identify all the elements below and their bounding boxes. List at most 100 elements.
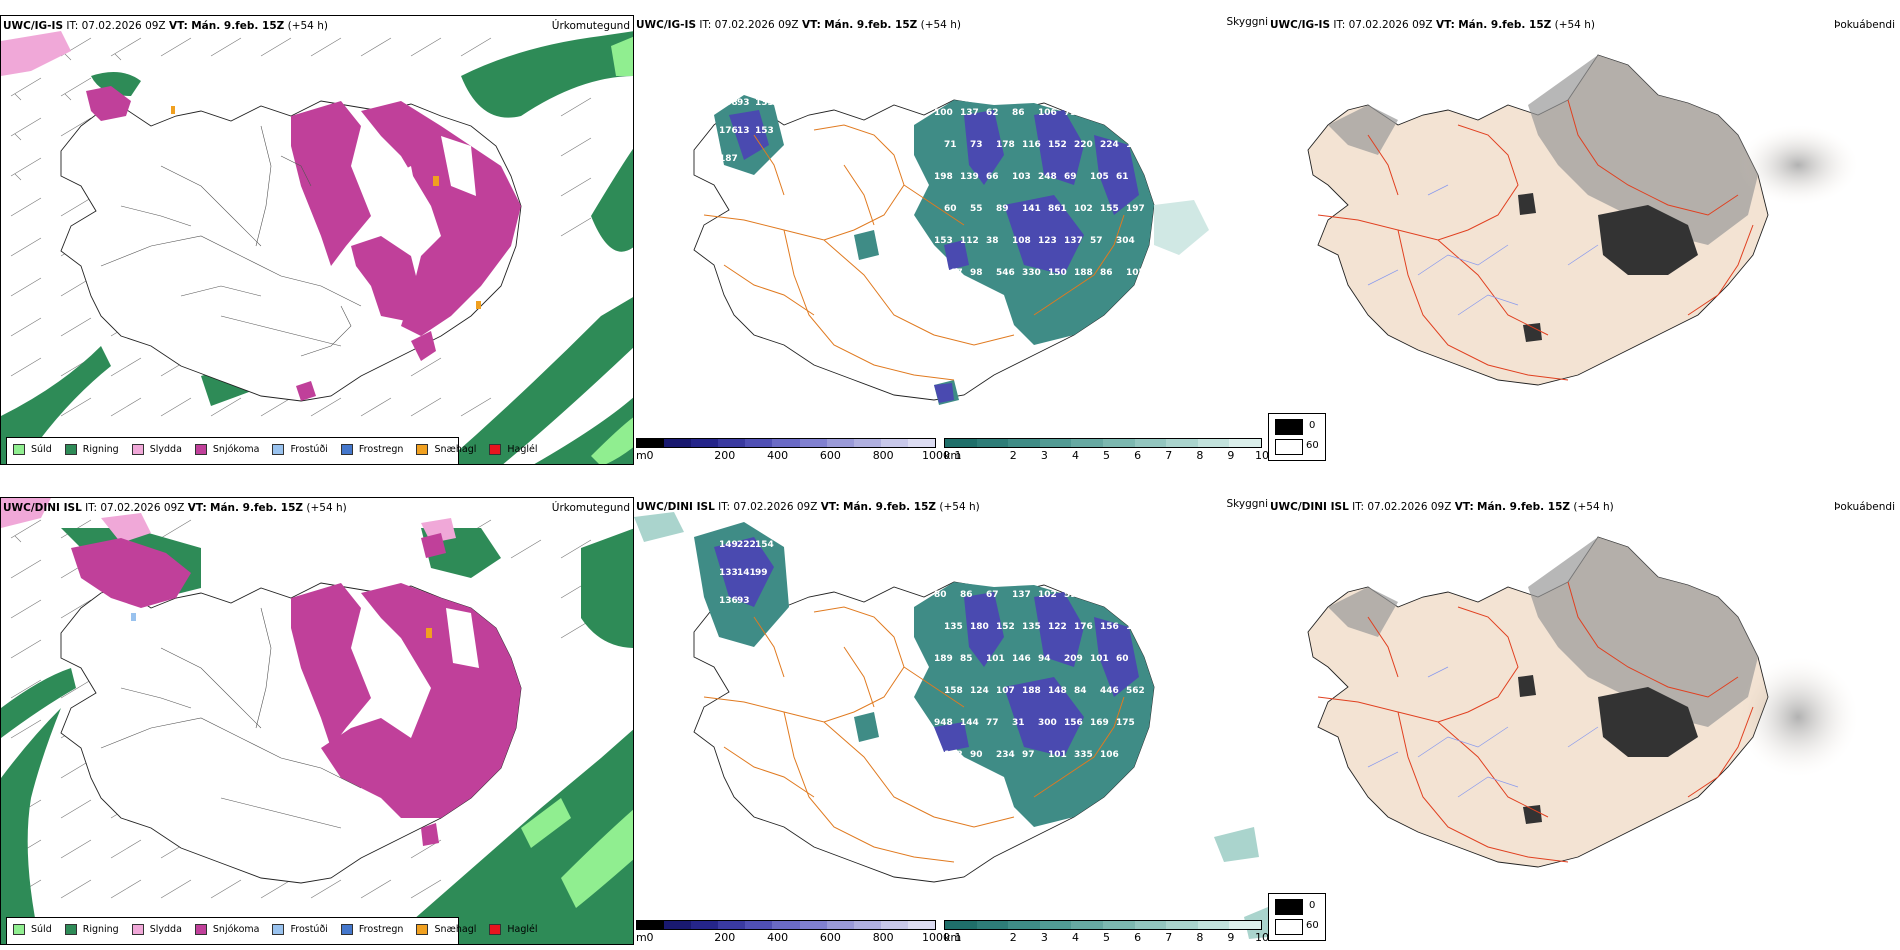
colorbar-swatch bbox=[1071, 439, 1103, 447]
colorbar-tick: 1000 bbox=[922, 449, 950, 462]
colorbar-tick: 10 bbox=[1255, 931, 1268, 944]
cloud-base-value: 69 bbox=[1064, 172, 1077, 182]
fog-tick-0: 0 bbox=[1309, 900, 1316, 911]
cloud-base-value: 407 bbox=[944, 268, 963, 278]
colorbar-tick: 600 bbox=[819, 449, 841, 462]
cloud-base-value: 86 bbox=[1100, 268, 1113, 278]
cloud-base-value: 546 bbox=[996, 268, 1015, 278]
colorbar-swatch bbox=[799, 921, 827, 929]
cloud-base-value: 153 bbox=[934, 236, 953, 246]
cloud-base-value: 156 bbox=[1100, 622, 1119, 632]
colorbar-tick: 4 bbox=[1071, 449, 1079, 462]
cloud-base-value: 101 bbox=[986, 654, 1005, 664]
colorbar-tick: 5 bbox=[1103, 449, 1111, 462]
colorbar-tick: 2 bbox=[1009, 449, 1017, 462]
visibility-ticks: km 1 2 3 4 5 6 7 8 9 10 bbox=[944, 931, 1268, 945]
colorbar-tick: 4 bbox=[1071, 931, 1079, 944]
cloud-base-value: 155 bbox=[1100, 204, 1119, 214]
cloud-base-value: 103 bbox=[1012, 172, 1031, 182]
colorbar-tick: 3 bbox=[1040, 449, 1048, 462]
cloud-base-value: 234 bbox=[996, 750, 1015, 760]
colorbar-swatch bbox=[1229, 439, 1261, 447]
colorbar-swatch bbox=[1102, 439, 1135, 447]
cloud-base-value: 150 bbox=[1126, 622, 1145, 632]
precip-type-label: Úrkomutegund bbox=[551, 20, 630, 32]
legend-drizzle: Súld bbox=[13, 924, 52, 935]
colorbar-swatch bbox=[976, 921, 1009, 929]
cloud-base-value: 55 bbox=[970, 204, 983, 214]
cloud-base-value: 176 bbox=[719, 126, 738, 136]
roads bbox=[703, 606, 1125, 863]
visibility-strip bbox=[944, 438, 1262, 448]
fog-panel-bottom: UWC/DINI ISL IT: 07.02.2026 09Z VT: Mán.… bbox=[1268, 497, 1900, 947]
cloud-base-value: 93 bbox=[737, 596, 750, 606]
colorbar-swatch bbox=[799, 439, 827, 447]
cloud-base-value: 196 bbox=[1126, 140, 1145, 150]
snowfall-areas bbox=[86, 86, 521, 401]
fog-swatch-black bbox=[1275, 899, 1303, 915]
cloud-base-value: 224 bbox=[1100, 140, 1119, 150]
offshore-haze bbox=[634, 512, 1268, 939]
panel-title: UWC/DINI ISL IT: 07.02.2026 09Z VT: Mán.… bbox=[3, 502, 347, 514]
cloud-base-value: 335 bbox=[1074, 750, 1093, 760]
cloud-base-value: 152 bbox=[1048, 140, 1067, 150]
cloud-base-value: 135 bbox=[1022, 622, 1041, 632]
cloud-base-value: 102 bbox=[944, 750, 963, 760]
precip-legend-items: Súld Rigning Slydda Snjókoma Frostúði Fr… bbox=[13, 924, 551, 935]
cloud-base-value: 222 bbox=[737, 540, 756, 550]
colorbar-tick: 9 bbox=[1227, 931, 1235, 944]
cloud-base-value: 135 bbox=[944, 622, 963, 632]
cloud-base-value: 108 bbox=[1012, 236, 1031, 246]
cloud-base-value: 86 bbox=[960, 590, 973, 600]
colorbar-unit: km bbox=[944, 449, 962, 462]
cloud-base-value: 562 bbox=[1126, 686, 1145, 696]
snow-gap bbox=[391, 136, 476, 221]
roads bbox=[100, 607, 362, 829]
colorbar-swatch bbox=[1166, 439, 1198, 447]
colorbar-swatch bbox=[1134, 921, 1167, 929]
precip-legend bbox=[6, 437, 459, 464]
legend-freezing-drizzle: Frostúði bbox=[272, 924, 328, 935]
fog-colorbar: 0 60 bbox=[1268, 413, 1326, 461]
panel-title: UWC/DINI ISL IT: 07.02.2026 09Z VT: Mán.… bbox=[636, 501, 980, 513]
cloud-base-value: 102 bbox=[1038, 590, 1057, 600]
colorbar-swatch bbox=[637, 439, 665, 447]
legend-rain: Rigning bbox=[64, 924, 119, 935]
cloud-base-value: 57 bbox=[1090, 236, 1103, 246]
colorbar-swatch bbox=[718, 439, 746, 447]
cloud-base-value: 99 bbox=[755, 568, 768, 578]
colorbar-swatch bbox=[745, 439, 773, 447]
fog-panel-top: UWC/IG-IS IT: 07.02.2026 09Z VT: Mán. 9.… bbox=[1268, 15, 1900, 465]
legend-freezing-rain: Frostregn bbox=[340, 924, 403, 935]
roads bbox=[1317, 99, 1754, 381]
roads bbox=[1317, 581, 1754, 863]
cloud-base-value: 144 bbox=[960, 718, 979, 728]
colorbar-swatch bbox=[826, 921, 854, 929]
colorbar-swatch bbox=[637, 921, 665, 929]
legend-snow-grains: Snæhagl bbox=[416, 924, 476, 935]
cloud-base-value: 85 bbox=[960, 654, 973, 664]
panel-title: UWC/IG-IS IT: 07.02.2026 09Z VT: Mán. 9.… bbox=[636, 19, 961, 31]
cloud-base-value: 100 bbox=[934, 108, 953, 118]
colorbar-tick: 1 bbox=[954, 449, 962, 462]
cloud-base-value: 181 bbox=[1116, 590, 1135, 600]
cloud-base-value: 31 bbox=[1012, 718, 1025, 728]
precip-type-map-bottom bbox=[1, 498, 633, 944]
cloud-map-top: 208 93 135 176 13 153 187 100 137 62 86 106 73 107 96 7… bbox=[693, 95, 1209, 405]
cloud-base-value: 107 bbox=[996, 686, 1015, 696]
cloud-base-value: 148 bbox=[1048, 686, 1067, 696]
cloud-base-value: 62 bbox=[986, 108, 999, 118]
cloud-label: Skyggni bbox=[1226, 16, 1269, 28]
fog-map-bottom bbox=[1307, 536, 1858, 868]
cloud-base-value: 189 bbox=[934, 654, 953, 664]
low-cloud-base-areas bbox=[714, 537, 1139, 757]
cloud-base-value: 116 bbox=[1022, 140, 1041, 150]
colorbar-swatch bbox=[1197, 439, 1230, 447]
colorbar-swatch bbox=[907, 921, 936, 929]
cloud-base-value: 133 bbox=[719, 568, 738, 578]
cloud-base-colorbar: m 0 200 400 600 800 1000 bbox=[636, 438, 950, 465]
cloud-panel-bottom: 149 222 154 133 141 99 136 93 80 86 67 137 102 59 53 18… bbox=[634, 497, 1268, 947]
colorbar-swatch bbox=[1008, 921, 1040, 929]
cloud-base-value: 169 bbox=[1090, 718, 1109, 728]
cloud-base-value: 124 bbox=[970, 686, 989, 696]
